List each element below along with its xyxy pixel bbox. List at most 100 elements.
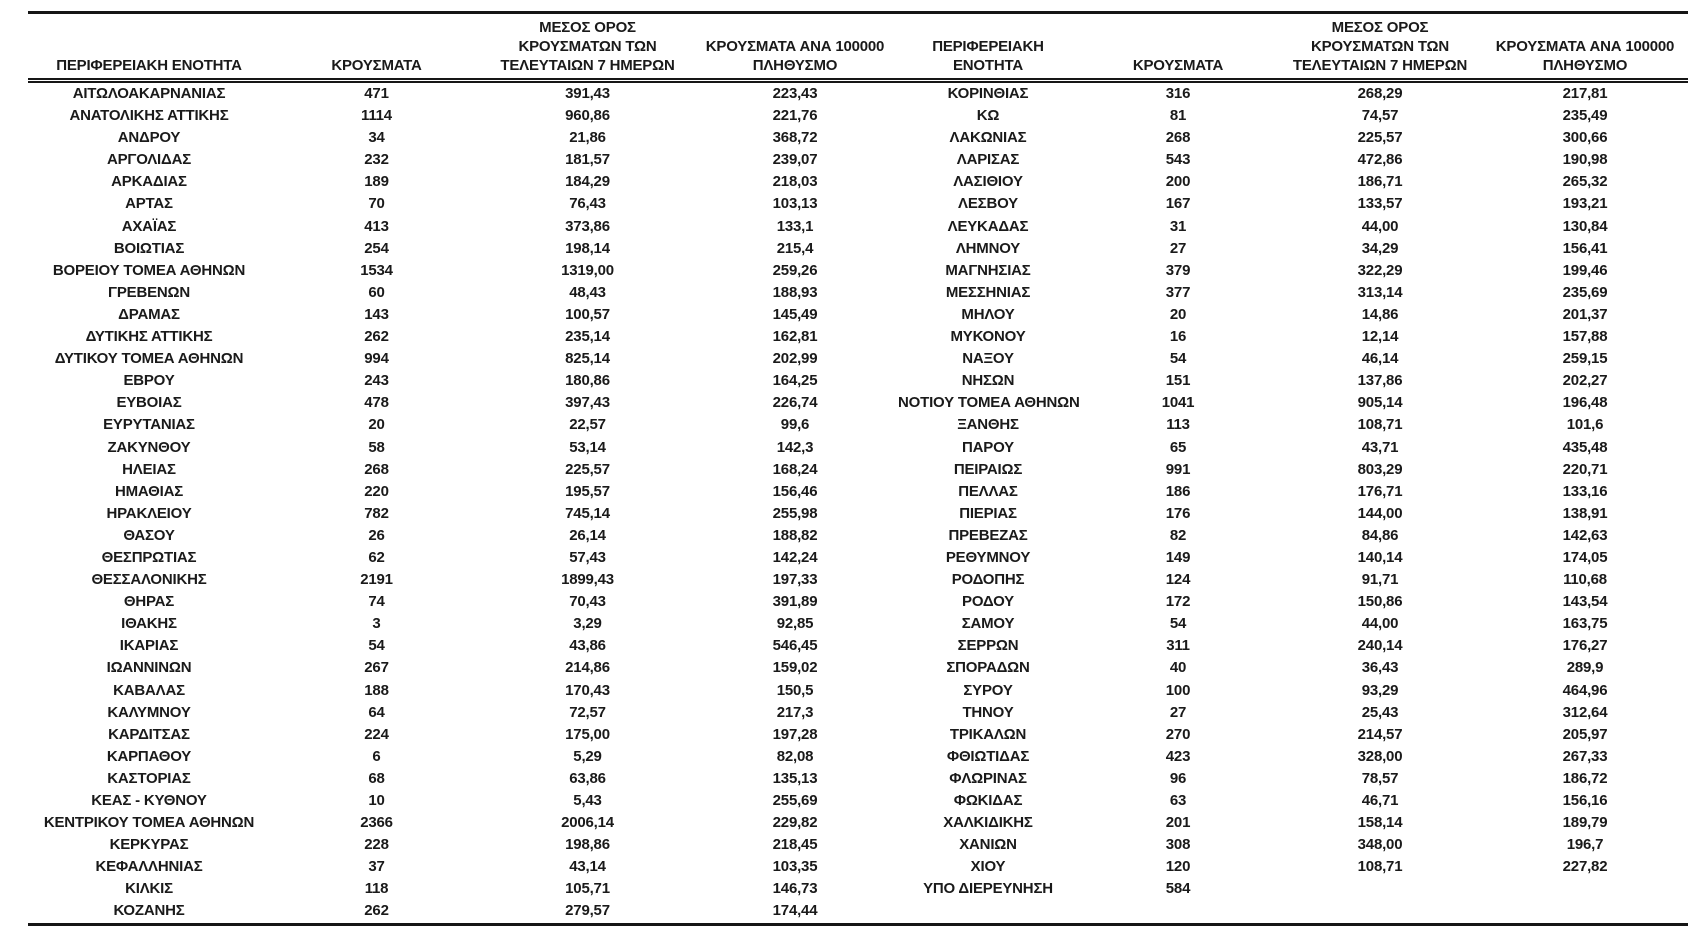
header-avg7-left: ΜΕΣΟΣ ΟΡΟΣ ΚΡΟΥΣΜΑΤΩΝ ΤΩΝ ΤΕΛΕΥΤΑΙΩΝ 7 Η… bbox=[483, 11, 692, 83]
cases-cell: 3 bbox=[372, 615, 381, 633]
avg7-cell: 72,57 bbox=[569, 703, 606, 721]
avg7-cell: 391,43 bbox=[565, 85, 610, 102]
cases-cell: 1114 bbox=[361, 107, 392, 125]
table-header: ΠΕΡΙΦΕΡΕΙΑΚΗ ΕΝΟΤΗΤΑ ΚΡΟΥΣΜΑΤΑ ΜΕΣΟΣ ΟΡΟ… bbox=[28, 11, 1688, 83]
region-cell: ΗΡΑΚΛΕΙΟΥ bbox=[106, 504, 192, 522]
region-cell: ΚΟΖΑΝΗΣ bbox=[28, 900, 270, 926]
avg7-cell: 108,71 bbox=[1357, 858, 1403, 876]
region-cell: ΠΙΕΡΙΑΣ bbox=[959, 504, 1017, 522]
per100k-cell: 143,54 bbox=[1562, 593, 1608, 611]
cases-cell: 584 bbox=[1165, 880, 1191, 898]
avg7-cell: 268,29 bbox=[1357, 85, 1403, 102]
table-row: ΒΟΡΕΙΟΥ ΤΟΜΕΑ ΑΘΗΝΩΝ 1534 1319,00 259,26 ΜΑΓ… bbox=[28, 260, 1688, 282]
region-cell: ΔΡΑΜΑΣ bbox=[118, 305, 180, 323]
region-cell: ΛΗΜΝΟΥ bbox=[955, 239, 1021, 257]
region-cell: ΑΙΤΩΛΟΑΚΑΡΝΑΝΙΑΣ bbox=[72, 85, 226, 102]
region-cell: ΙΘΑΚΗΣ bbox=[121, 615, 177, 633]
region-cell: ΜΗΛΟΥ bbox=[961, 305, 1015, 323]
cases-cell: 120 bbox=[1165, 858, 1191, 876]
region-cell: ΣΥΡΟΥ bbox=[963, 681, 1013, 699]
avg7-cell: 48,43 bbox=[569, 283, 606, 301]
per100k-cell: 199,46 bbox=[1562, 261, 1608, 279]
avg7-cell: 397,43 bbox=[565, 394, 610, 412]
table-row: ΓΡΕΒΕΝΩΝ 60 48,43 188,93 ΜΕΣΣΗΝΙΑΣ 377 313,14 2… bbox=[28, 282, 1688, 304]
avg7-cell: 5,29 bbox=[573, 747, 602, 765]
cases-cell: 124 bbox=[1165, 571, 1191, 589]
per100k-cell: 101,6 bbox=[1566, 416, 1604, 434]
per100k-cell: 82,08 bbox=[776, 747, 814, 765]
cases-cell: 100 bbox=[1165, 681, 1191, 699]
per100k-cell: 312,64 bbox=[1562, 703, 1608, 721]
region-cell: ΜΕΣΣΗΝΙΑΣ bbox=[945, 283, 1031, 301]
cases-cell: 62 bbox=[368, 548, 385, 566]
cases-cell: 377 bbox=[1165, 283, 1191, 301]
cases-cell: 379 bbox=[1165, 261, 1191, 279]
table-row: ΚΕΡΚΥΡΑΣ 228 198,86 218,45 ΧΑΝΙΩΝ 308 348,00 19… bbox=[28, 834, 1688, 856]
per100k-cell bbox=[1482, 878, 1688, 900]
per100k-cell: 174,05 bbox=[1562, 548, 1608, 566]
cases-cell: 172 bbox=[1165, 593, 1191, 611]
table-row: ΚΙΛΚΙΣ 118 105,71 146,73 ΥΠΟ ΔΙΕΡΕΥΝΗΣΗ 584 bbox=[28, 878, 1688, 900]
avg7-cell: 76,43 bbox=[569, 195, 606, 213]
table-row: ΚΑΣΤΟΡΙΑΣ 68 63,86 135,13 ΦΛΩΡΙΝΑΣ 96 78,57 186… bbox=[28, 768, 1688, 790]
table-row: ΑΝΔΡΟΥ 34 21,86 368,72 ΛΑΚΩΝΙΑΣ 268 225,57 300,… bbox=[28, 127, 1688, 149]
avg7-cell: 1899,43 bbox=[561, 571, 614, 589]
region-cell: ΚΟΡΙΝΘΙΑΣ bbox=[947, 85, 1029, 102]
region-cell: ΝΗΣΩΝ bbox=[961, 372, 1015, 390]
avg7-cell: 46,14 bbox=[1361, 350, 1399, 368]
table-row: ΑΡΤΑΣ 70 76,43 103,13 ΛΕΣΒΟΥ 167 133,57 193,21 bbox=[28, 193, 1688, 215]
region-cell: ΣΕΡΡΩΝ bbox=[957, 637, 1019, 655]
cases-cell: 224 bbox=[364, 725, 389, 743]
avg7-cell: 44,00 bbox=[1361, 217, 1399, 235]
region-cell: ΚΑΡΠΑΘΟΥ bbox=[106, 747, 192, 765]
region-cell: ΧΙΟΥ bbox=[970, 858, 1006, 876]
region-cell: ΚΑΒΑΛΑΣ bbox=[113, 681, 185, 699]
avg7-cell: 328,00 bbox=[1357, 747, 1403, 765]
table-row: ΚΑΒΑΛΑΣ 188 170,43 150,5 ΣΥΡΟΥ 100 93,29 464,96 bbox=[28, 680, 1688, 702]
region-cell: ΙΚΑΡΙΑΣ bbox=[119, 637, 179, 655]
per100k-cell: 464,96 bbox=[1562, 681, 1608, 699]
cases-cell: 6 bbox=[372, 747, 381, 765]
region-cell: ΑΡΚΑΔΙΑΣ bbox=[111, 173, 187, 191]
avg7-cell: 91,71 bbox=[1361, 571, 1399, 589]
regional-cases-table: ΠΕΡΙΦΕΡΕΙΑΚΗ ΕΝΟΤΗΤΑ ΚΡΟΥΣΜΑΤΑ ΜΕΣΟΣ ΟΡΟ… bbox=[28, 11, 1688, 926]
avg7-cell: 472,86 bbox=[1357, 151, 1403, 169]
region-cell: ΥΠΟ ΔΙΕΡΕΥΝΗΣΗ bbox=[923, 880, 1053, 898]
region-cell: ΛΑΡΙΣΑΣ bbox=[956, 151, 1020, 169]
cases-cell: 40 bbox=[1169, 659, 1187, 677]
table-row: ΘΕΣΠΡΩΤΙΑΣ 62 57,43 142,24 ΡΕΘΥΜΝΟΥ 149 140,14… bbox=[28, 547, 1688, 569]
region-cell: ΛΕΣΒΟΥ bbox=[958, 195, 1018, 213]
avg7-cell: 150,86 bbox=[1357, 593, 1403, 611]
table-row: ΕΥΡΥΤΑΝΙΑΣ 20 22,57 99,6 ΞΑΝΘΗΣ 113 108,71 101,… bbox=[28, 414, 1688, 436]
table-row: ΑΝΑΤΟΛΙΚΗΣ ΑΤΤΙΚΗΣ 1114 960,86 221,76 ΚΩ 81 74… bbox=[28, 105, 1688, 127]
per100k-cell: 267,33 bbox=[1562, 747, 1608, 765]
per100k-cell: 99,6 bbox=[780, 416, 810, 434]
region-cell: ΗΜΑΘΙΑΣ bbox=[114, 482, 184, 500]
per100k-cell: 546,45 bbox=[772, 637, 818, 655]
table-row: ΙΩΑΝΝΙΝΩΝ 267 214,86 159,02 ΣΠΟΡΑΔΩΝ 40 36,43 2… bbox=[28, 657, 1688, 679]
region-cell: ΝΑΞΟΥ bbox=[962, 350, 1014, 368]
cases-cell: 63 bbox=[1169, 792, 1187, 809]
per100k-cell: 156,41 bbox=[1562, 239, 1608, 257]
table-row: ΚΕΝΤΡΙΚΟΥ ΤΟΜΕΑ ΑΘΗΝΩΝ 2366 2006,14 229,82 Χ… bbox=[28, 812, 1688, 834]
avg7-cell: 235,14 bbox=[565, 328, 610, 346]
per100k-cell: 156,46 bbox=[772, 482, 818, 500]
per100k-cell: 188,93 bbox=[772, 283, 818, 301]
cases-cell: 200 bbox=[1165, 173, 1191, 191]
cases-cell: 81 bbox=[1169, 107, 1187, 125]
per100k-cell: 159,02 bbox=[772, 659, 818, 677]
avg7-cell: 322,29 bbox=[1357, 261, 1403, 279]
per100k-cell: 201,37 bbox=[1562, 305, 1608, 323]
avg7-cell: 348,00 bbox=[1357, 836, 1403, 854]
table-row: ΙΘΑΚΗΣ 3 3,29 92,85 ΣΑΜΟΥ 54 44,00 163,75 bbox=[28, 613, 1688, 635]
cases-cell: 20 bbox=[368, 416, 385, 434]
per100k-cell bbox=[1482, 900, 1688, 926]
cases-cell: 189 bbox=[364, 173, 389, 191]
cases-cell: 478 bbox=[364, 394, 389, 412]
avg7-cell: 905,14 bbox=[1357, 394, 1403, 412]
cases-cell: 118 bbox=[364, 880, 389, 898]
region-cell: ΑΝΑΤΟΛΙΚΗΣ ΑΤΤΙΚΗΣ bbox=[69, 107, 229, 125]
header-avg7-right: ΜΕΣΟΣ ΟΡΟΣ ΚΡΟΥΣΜΑΤΩΝ ΤΩΝ ΤΕΛΕΥΤΑΙΩΝ 7 Η… bbox=[1278, 11, 1482, 83]
cases-cell: 311 bbox=[1166, 637, 1190, 655]
table-body: ΑΙΤΩΛΟΑΚΑΡΝΑΝΙΑΣ 471 391,43 223,43 ΚΟΡΙΝΘΙΑΣ… bbox=[28, 81, 1688, 926]
